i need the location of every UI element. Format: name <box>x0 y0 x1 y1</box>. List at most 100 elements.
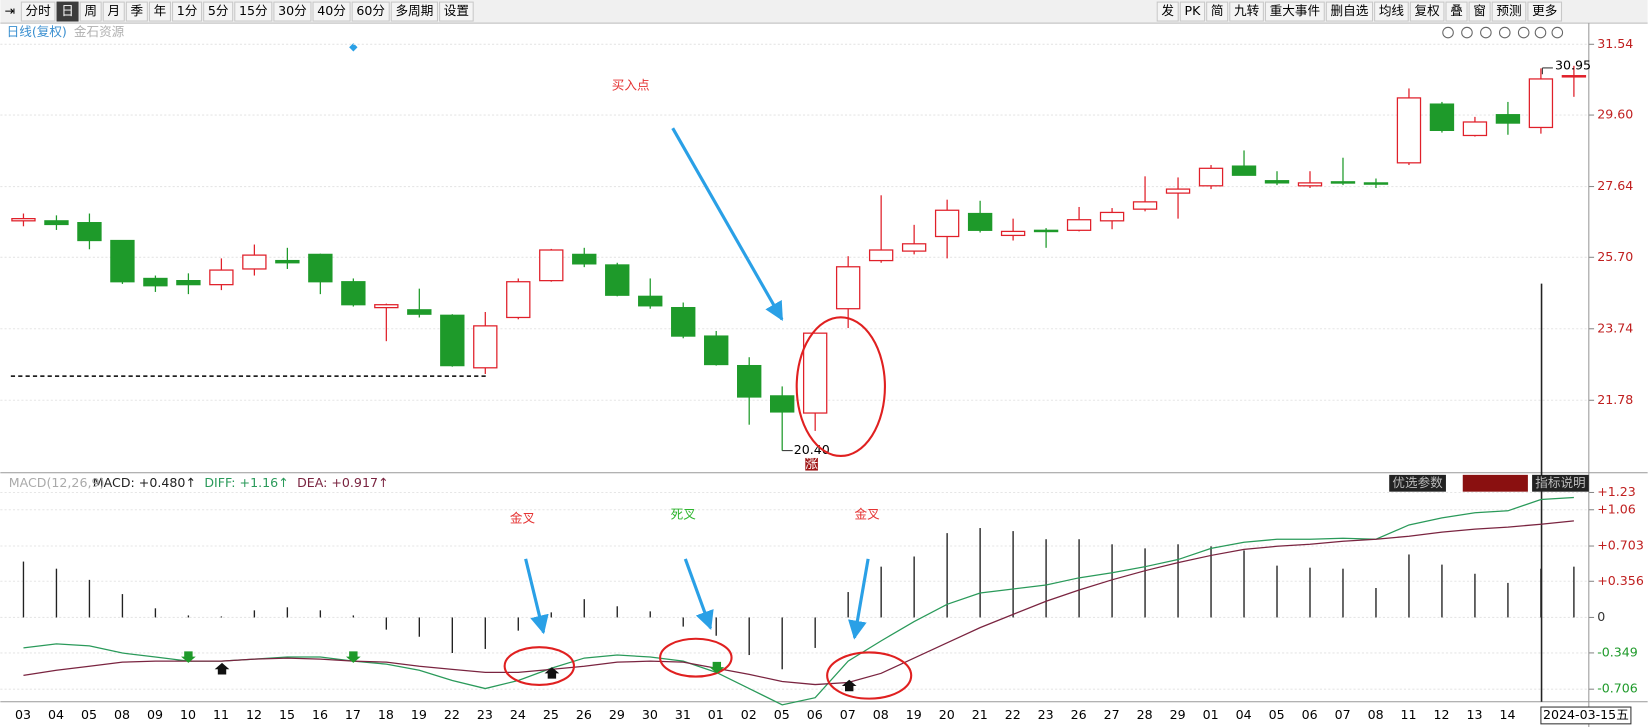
candle-body <box>440 314 465 367</box>
toolbar-button[interactable] <box>148 1 171 22</box>
x-tick-label: 10 <box>180 707 196 722</box>
toolbar-label[interactable]: PK <box>1185 3 1202 18</box>
candle-body <box>1561 75 1587 78</box>
toolbar-button[interactable] <box>390 1 439 22</box>
x-tick-label: 16 <box>312 707 328 722</box>
panel-button-label[interactable]: 指标说明 <box>1535 475 1585 490</box>
candle-body <box>506 281 531 319</box>
low-label: 20.40 <box>794 442 830 457</box>
toolbar-label[interactable]: 均线 <box>1379 3 1405 18</box>
toolbar-button[interactable] <box>351 1 390 22</box>
y-tick-label: +1.06 <box>1597 501 1636 516</box>
x-tick-label: 23 <box>1038 707 1054 722</box>
toolbar-button[interactable] <box>125 1 148 22</box>
toolbar-label[interactable]: 叠 <box>1450 3 1463 18</box>
candle-body <box>242 254 267 270</box>
y-tick-label: 21.78 <box>1597 392 1633 407</box>
toolbar-label[interactable]: 月 <box>107 3 120 18</box>
chart-subtitle: 金石资源 <box>74 24 125 39</box>
toolbar-label[interactable]: 15分 <box>239 3 268 18</box>
annotation: 买入点 <box>612 78 650 93</box>
x-tick-label: 11 <box>213 707 229 722</box>
panel-button[interactable] <box>1389 474 1446 492</box>
candle-body <box>110 239 135 283</box>
candle-body <box>835 266 861 310</box>
cursor-date: 2024-03-15五 <box>1543 707 1629 722</box>
toolbar-label[interactable]: 多周期 <box>396 3 434 18</box>
toolbar-label[interactable]: 季 <box>131 3 144 18</box>
toolbar-button[interactable] <box>203 1 234 22</box>
toolbar-label[interactable]: 60分 <box>356 3 385 18</box>
toolbar-label[interactable]: 分时 <box>26 3 52 18</box>
candle-body <box>901 243 927 252</box>
legend-entry: MACD: +0.480↑ <box>93 475 196 490</box>
toolbar-button[interactable] <box>1325 1 1374 22</box>
toolbar-button[interactable] <box>1229 1 1264 22</box>
candle-body <box>1495 114 1521 124</box>
toolbar-button[interactable] <box>20 1 56 22</box>
toolbar-label[interactable]: 窗 <box>1473 3 1486 18</box>
panel-button[interactable] <box>1532 474 1589 492</box>
toolbar-label[interactable]: 周 <box>84 3 97 18</box>
toolbar-button[interactable] <box>1527 1 1563 22</box>
toolbar-label[interactable]: 简 <box>1211 3 1224 18</box>
toolbar-label[interactable]: 1分 <box>177 3 198 18</box>
toolbar-label[interactable]: 设置 <box>444 3 469 18</box>
candle-body <box>737 364 762 398</box>
candle-body <box>1231 165 1257 176</box>
candle-body <box>77 222 102 242</box>
candle-body <box>934 209 960 238</box>
toolbar-button[interactable] <box>1264 1 1325 22</box>
plot: 31.54 29.60 27.64 25.70 23.74 21.78 03 04 05 08 09… <box>0 36 1644 725</box>
toolbar-label[interactable]: 复权 <box>1415 3 1441 18</box>
toolbar-button[interactable] <box>1179 1 1206 22</box>
toolbar-label[interactable]: 年 <box>154 3 167 18</box>
toolbar-label[interactable]: 发 <box>1161 3 1174 18</box>
x-tick-label: 05 <box>774 707 790 722</box>
toolbar-button[interactable] <box>1491 1 1527 22</box>
toolbar-label[interactable]: 40分 <box>317 3 346 18</box>
toolbar-button[interactable] <box>172 1 203 22</box>
x-tick-label: 01 <box>1203 707 1219 722</box>
candle-body <box>605 264 630 296</box>
y-tick-label: +1.23 <box>1597 484 1636 499</box>
y-tick-label: 25.70 <box>1597 249 1633 264</box>
toolbar-button[interactable] <box>1468 1 1491 22</box>
panel-button-label[interactable]: 优选参数 <box>1392 475 1443 490</box>
toolbar-button[interactable] <box>273 1 312 22</box>
x-tick-label: 04 <box>1236 707 1252 722</box>
toolbar-button[interactable] <box>1445 1 1468 22</box>
y-tick-label: -0.349 <box>1597 644 1638 659</box>
toolbar-button[interactable] <box>56 1 79 22</box>
toolbar-label[interactable]: 5分 <box>208 3 229 18</box>
toolbar-button[interactable] <box>312 1 351 22</box>
toolbar-label[interactable]: 重大事件 <box>1270 3 1320 18</box>
toolbar-label[interactable]: 更多 <box>1532 3 1557 18</box>
toolbar-button[interactable] <box>102 1 125 22</box>
toolbar-button[interactable] <box>1206 1 1229 22</box>
toolbar-label[interactable]: 删自选 <box>1331 3 1369 18</box>
y-tick-label: +0.703 <box>1597 538 1644 553</box>
candle-body <box>539 249 564 282</box>
toolbar-button[interactable] <box>234 1 273 22</box>
toolbar-button[interactable] <box>79 1 102 22</box>
toolbar-label[interactable]: 九转 <box>1234 3 1260 18</box>
candle-body <box>44 220 69 226</box>
candle-body <box>1000 230 1026 237</box>
candle-body <box>1165 188 1191 194</box>
candle-body <box>1099 211 1125 222</box>
toolbar-button[interactable] <box>1409 1 1445 22</box>
candle-body <box>1462 121 1488 137</box>
toolbar-button[interactable] <box>1374 1 1409 22</box>
toolbar-label[interactable]: 日 <box>61 3 74 18</box>
candle-body <box>473 325 498 369</box>
candle-body <box>704 335 729 366</box>
toolbar-label[interactable]: 30分 <box>278 3 307 18</box>
toolbar-button[interactable] <box>439 1 474 22</box>
toolbar-label[interactable]: 预测 <box>1496 3 1521 18</box>
x-tick-label: 13 <box>1467 707 1483 722</box>
x-tick-label: 19 <box>906 707 922 722</box>
toolbar-button[interactable] <box>1156 1 1179 22</box>
toolbar-icon[interactable]: ⇥ <box>5 3 16 18</box>
x-tick-label: 04 <box>48 707 64 722</box>
